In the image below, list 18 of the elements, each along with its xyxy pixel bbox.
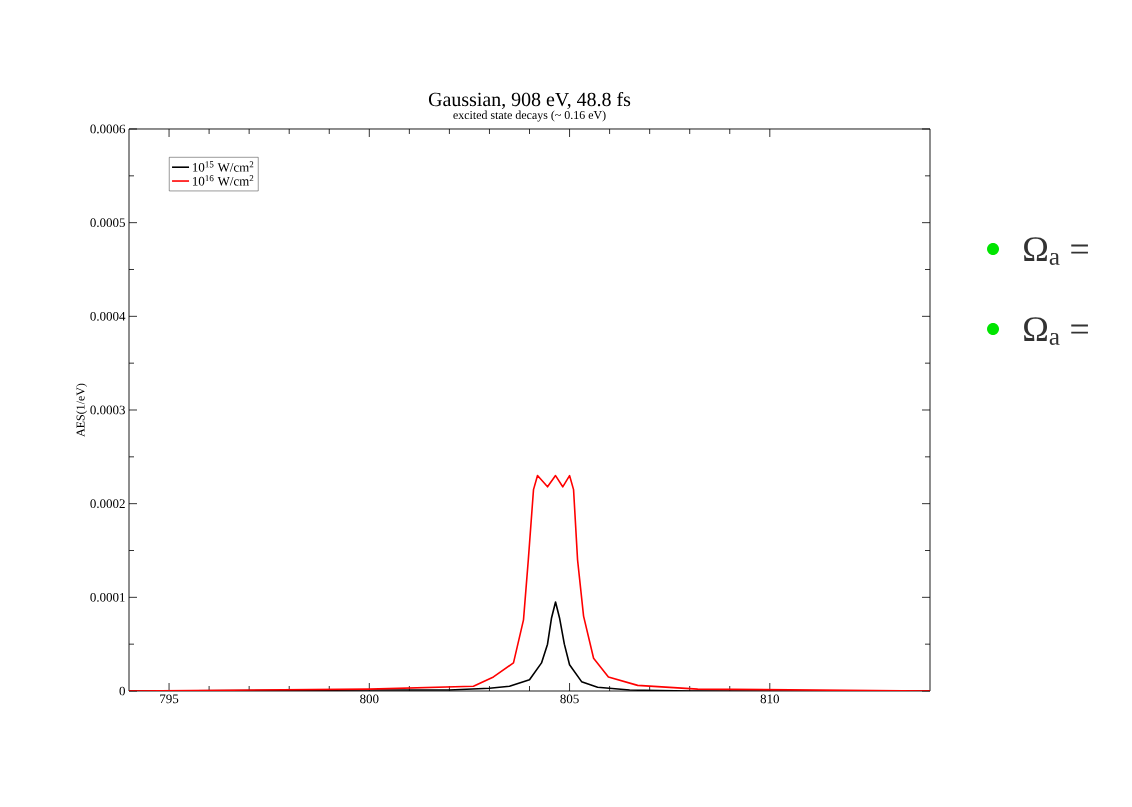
text: Ω$_{a}$ = [1024, 317, 1088, 345]
y-tick-label: 0.0005 [90, 218, 125, 228]
y-axis-title: AES(1/eV) [76, 383, 88, 437]
x-tick-label: 805 [560, 694, 579, 704]
y-tick-label: 0.0004 [90, 311, 126, 321]
y-tick-label: 0.0001 [90, 592, 125, 602]
chart-subtitle: excited state decays (~ 0.16 eV) [453, 110, 606, 122]
legend-label: 10$^{16}$ W/cm$^{2}$ [192, 175, 254, 186]
legend-label: 10$^{15}$ W/cm$^{2}$ [192, 161, 254, 172]
text: Ω$_{a}$ = [1024, 237, 1088, 265]
chart-title: Gaussian, 908 eV, 48.8 fs [428, 91, 631, 110]
x-tick-label: 800 [360, 694, 379, 704]
y-tick-label: 0.0006 [90, 124, 126, 134]
x-tick-label: 810 [760, 694, 780, 704]
y-tick-label: 0 [119, 686, 125, 696]
y-tick-label: 0.0002 [90, 499, 125, 509]
y-tick-label: 0.0003 [90, 405, 125, 415]
x-tick-label: 795 [160, 694, 179, 704]
